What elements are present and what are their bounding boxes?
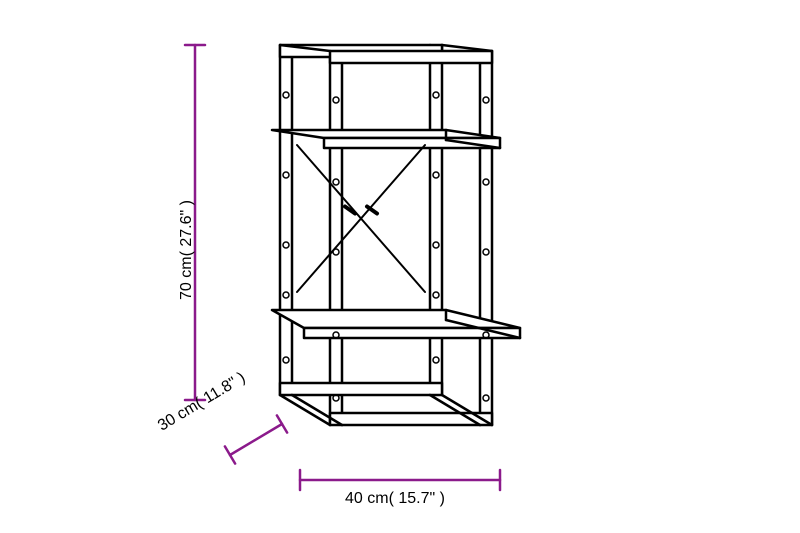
shelf-diagram: [0, 0, 800, 533]
width-label: 40 cm( 15.7" ): [345, 490, 445, 508]
height-label: 70 cm( 27.6" ): [178, 200, 196, 300]
diagram-container: 70 cm( 27.6" ) 30 cm( 11.8" ) 40 cm( 15.…: [0, 0, 800, 533]
